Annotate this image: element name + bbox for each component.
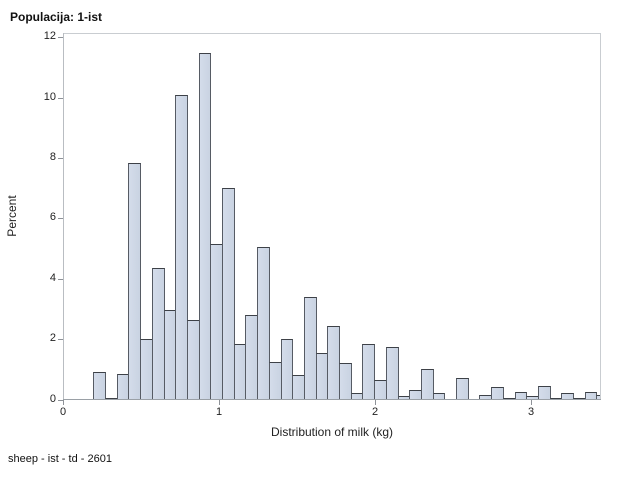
histogram-bar <box>421 369 434 399</box>
histogram-bar <box>175 95 188 399</box>
histogram-bar <box>199 53 211 399</box>
y-tick-label: 6 <box>49 211 56 223</box>
y-tick-mark <box>58 218 63 219</box>
histogram-bar <box>257 247 270 399</box>
y-tick-mark <box>58 279 63 280</box>
x-tick-label: 3 <box>527 406 535 418</box>
histogram-bar <box>433 393 445 399</box>
histogram-bar <box>386 347 399 399</box>
x-tick-mark <box>219 400 220 405</box>
y-tick-label: 8 <box>49 151 56 163</box>
chart-title: Populacija: 1-ist <box>10 10 103 24</box>
histogram-bar <box>128 163 141 399</box>
y-tick-mark <box>58 98 63 99</box>
y-tick-mark <box>58 339 63 340</box>
histogram-bar <box>93 372 106 399</box>
x-tick-mark <box>531 400 532 405</box>
x-tick-label: 1 <box>215 406 223 418</box>
x-tick-mark <box>63 400 64 405</box>
histogram-bar <box>596 395 600 399</box>
y-tick-label: 0 <box>49 393 56 405</box>
y-axis-title: Percent <box>5 195 19 237</box>
y-tick-label: 2 <box>49 332 56 344</box>
histogram-bar <box>304 297 317 399</box>
histogram-bar <box>456 378 469 399</box>
x-axis-title: Distribution of milk (kg) <box>270 425 394 439</box>
x-axis-line <box>63 399 601 400</box>
histogram-bar <box>538 386 551 399</box>
y-tick-label: 12 <box>43 30 56 42</box>
histogram-bar <box>339 363 352 399</box>
histogram-bar <box>281 339 293 399</box>
plot-area <box>63 33 601 400</box>
histogram-bar <box>515 392 527 399</box>
histogram-bar <box>491 387 504 399</box>
x-tick-mark <box>375 400 376 405</box>
histogram-bar <box>327 326 340 399</box>
y-tick-label: 10 <box>43 91 56 103</box>
y-axis-line <box>63 33 64 400</box>
histogram-bar <box>561 393 574 399</box>
histogram-bar <box>222 188 235 399</box>
chart-footnote: sheep - ist - td - 2601 <box>8 453 112 465</box>
histogram-bar <box>362 344 375 399</box>
x-tick-label: 0 <box>59 406 67 418</box>
bars-layer <box>64 34 600 399</box>
y-tick-mark <box>58 158 63 159</box>
y-tick-mark <box>58 37 63 38</box>
y-tick-label: 4 <box>49 272 56 284</box>
x-tick-label: 2 <box>371 406 379 418</box>
y-tick-mark <box>58 400 63 401</box>
